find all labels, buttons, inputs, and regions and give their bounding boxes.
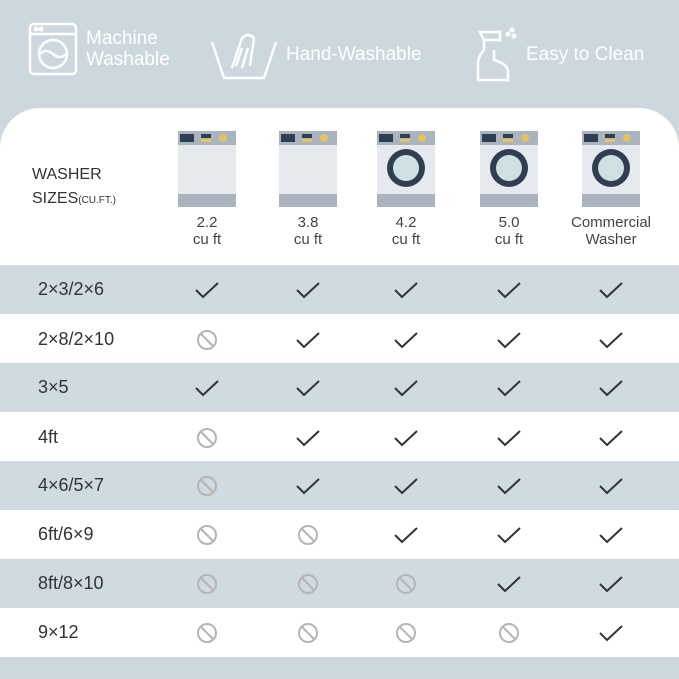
check-icon [599, 332, 623, 349]
not-allowed-icon [197, 574, 217, 594]
spray-bottle-icon [476, 27, 517, 82]
washer-icon [377, 131, 435, 207]
not-allowed-icon [499, 623, 519, 643]
feature-machine-washable: Machine Washable [28, 22, 170, 76]
not-allowed-icon [396, 574, 416, 594]
column-unit: cu ft [192, 231, 222, 248]
check-icon [394, 380, 418, 397]
table-row: 4ft [0, 413, 679, 462]
not-allowed-icon [197, 428, 217, 448]
table-header-label: WASHER SIZES(CU.FT.) [32, 163, 116, 213]
table-row: 3×5 [0, 363, 679, 412]
check-icon [394, 282, 418, 299]
feature-label: Machine [86, 28, 158, 49]
check-icon [599, 527, 623, 544]
check-icon [497, 282, 521, 299]
check-icon [497, 478, 521, 495]
washing-machine-icon [28, 22, 78, 76]
check-icon [599, 380, 623, 397]
column-unit: cu ft [293, 231, 323, 248]
not-allowed-icon [298, 525, 318, 545]
check-icon [296, 282, 320, 299]
check-icon [296, 478, 320, 495]
row-label: 9×12 [38, 622, 79, 642]
table-row: 6ft/6×9 [0, 510, 679, 559]
feature-label: Hand-Washable [286, 43, 422, 65]
header-line1: WASHER [32, 166, 102, 183]
hand-wash-icon [210, 33, 278, 80]
washer-icon [582, 131, 640, 207]
row-label: 4ft [38, 427, 59, 447]
row-label: 8ft/8×10 [38, 573, 104, 593]
feature-hand-washable: Hand-Washable [210, 28, 422, 80]
check-icon [296, 332, 320, 349]
column-header: 3.8 cu ft [263, 130, 353, 248]
table-row: 2×8/2×10 [0, 315, 679, 364]
check-icon [599, 282, 623, 299]
check-icon [497, 527, 521, 544]
column-unit: cu ft [494, 231, 524, 248]
not-allowed-icon [298, 574, 318, 594]
column-label: 3.8 [297, 214, 319, 231]
check-icon [394, 332, 418, 349]
not-allowed-icon [298, 623, 318, 643]
column-header: 4.2 cu ft [361, 130, 451, 248]
column-header: 2.2 cu ft [162, 130, 252, 248]
check-icon [497, 576, 521, 593]
not-allowed-icon [197, 623, 217, 643]
column-unit: Washer [585, 231, 637, 248]
washer-icon [279, 131, 337, 207]
header-line2: SIZES [32, 190, 79, 207]
column-label: Commercial [570, 214, 651, 231]
column-header: Commercial Washer [566, 130, 656, 248]
row-label: 2×8/2×10 [38, 329, 115, 349]
not-allowed-icon [197, 330, 217, 350]
check-icon [497, 430, 521, 447]
washer-icon [480, 131, 538, 207]
check-icon [599, 430, 623, 447]
not-allowed-icon [396, 623, 416, 643]
check-icon [394, 527, 418, 544]
feature-label: Washable [86, 49, 170, 70]
table-row: 4×6/5×7 [0, 461, 679, 510]
check-icon [195, 282, 219, 299]
check-icon [599, 576, 623, 593]
not-allowed-icon [197, 476, 217, 496]
column-unit: cu ft [391, 231, 421, 248]
check-icon [497, 380, 521, 397]
check-icon [394, 478, 418, 495]
table-row: 2×3/2×6 [0, 265, 679, 314]
feature-easy-to-clean: Easy to Clean [474, 26, 644, 82]
check-icon [195, 380, 219, 397]
row-label: 2×3/2×6 [38, 279, 105, 299]
row-label: 6ft/6×9 [38, 524, 94, 544]
check-icon [296, 430, 320, 447]
feature-label: Easy to Clean [526, 43, 645, 65]
row-label: 4×6/5×7 [38, 475, 105, 495]
check-icon [296, 380, 320, 397]
check-icon [599, 625, 623, 642]
column-label: 5.0 [498, 214, 520, 231]
column-label: 2.2 [196, 214, 218, 231]
check-icon [497, 332, 521, 349]
table-row: 8ft/8×10 [0, 559, 679, 608]
column-header: 5.0 cu ft [464, 130, 554, 248]
header-unit: (CU.FT.) [78, 195, 117, 206]
check-icon [599, 478, 623, 495]
not-allowed-icon [197, 525, 217, 545]
washer-icon [178, 131, 236, 207]
check-icon [394, 430, 418, 447]
column-label: 4.2 [395, 214, 417, 231]
bottom-band [0, 657, 679, 679]
row-label: 3×5 [38, 377, 69, 397]
table-row: 9×12 [0, 608, 679, 657]
